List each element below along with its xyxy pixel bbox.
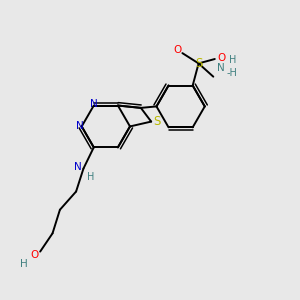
- Text: N: N: [217, 63, 224, 74]
- Text: S: S: [153, 115, 160, 128]
- Text: O: O: [173, 45, 181, 55]
- Text: O: O: [217, 52, 225, 62]
- Text: O: O: [30, 250, 38, 260]
- Text: N: N: [74, 162, 81, 172]
- Text: N: N: [90, 99, 98, 109]
- Text: H: H: [20, 259, 28, 269]
- Text: H: H: [87, 172, 94, 182]
- Text: S: S: [195, 57, 202, 70]
- Text: N: N: [76, 122, 84, 131]
- Text: -H: -H: [227, 68, 238, 78]
- Text: H: H: [229, 56, 236, 65]
